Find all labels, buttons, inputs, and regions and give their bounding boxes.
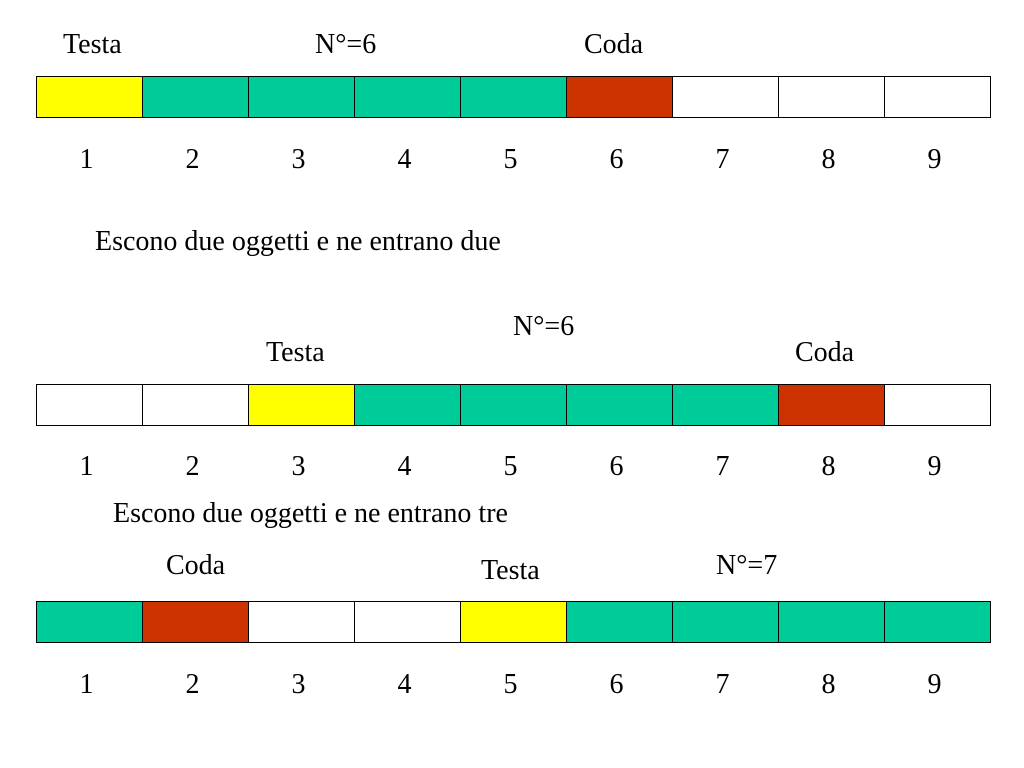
testa-label-2: Testa	[266, 339, 325, 367]
queue-cell-item	[884, 601, 991, 643]
testa-label-3: Testa	[481, 557, 540, 585]
cell-number: 1	[67, 671, 107, 699]
queue-cell-coda	[778, 384, 885, 426]
queue-cell-empty	[354, 601, 461, 643]
queue-cell-item	[354, 384, 461, 426]
cell-numbers-1: 1 2 3 4 5 6 7 8 9	[0, 146, 1024, 180]
caption-1: Escono due oggetti e ne entrano due	[95, 228, 501, 256]
queue-cell-empty	[36, 384, 143, 426]
cell-number: 6	[597, 671, 637, 699]
cell-number: 7	[703, 146, 743, 174]
queue-cell-item	[566, 601, 673, 643]
cell-number: 1	[67, 146, 107, 174]
cell-number: 3	[279, 671, 319, 699]
cell-number: 4	[385, 453, 425, 481]
queue-cell-testa	[36, 76, 143, 118]
cell-number: 8	[809, 146, 849, 174]
cell-number: 4	[385, 671, 425, 699]
queue-cell-coda	[566, 76, 673, 118]
queue-cell-empty	[142, 384, 249, 426]
queue-cell-item	[248, 76, 355, 118]
cell-number: 8	[809, 453, 849, 481]
cell-number: 2	[173, 146, 213, 174]
queue-cell-empty	[248, 601, 355, 643]
queue-cell-item	[672, 601, 779, 643]
queue-cell-item	[672, 384, 779, 426]
cell-number: 5	[491, 671, 531, 699]
cell-numbers-2: 1 2 3 4 5 6 7 8 9	[0, 453, 1024, 487]
queue-cell-item	[142, 76, 249, 118]
queue-cell-item	[460, 384, 567, 426]
cell-number: 3	[279, 146, 319, 174]
queue-cell-item	[778, 601, 885, 643]
cell-number: 8	[809, 671, 849, 699]
cell-number: 6	[597, 146, 637, 174]
caption-2: Escono due oggetti e ne entrano tre	[113, 500, 508, 528]
coda-label-2: Coda	[795, 339, 854, 367]
count-label-2: N°=6	[513, 313, 574, 341]
queue-row-1	[36, 76, 991, 118]
coda-label-3: Coda	[166, 552, 225, 580]
queue-cell-coda	[142, 601, 249, 643]
queue-cell-empty	[884, 384, 991, 426]
cell-number: 2	[173, 453, 213, 481]
cell-number: 5	[491, 146, 531, 174]
cell-number: 9	[915, 671, 955, 699]
cell-number: 9	[915, 453, 955, 481]
queue-cell-item	[354, 76, 461, 118]
coda-label-1: Coda	[584, 31, 643, 59]
cell-number: 4	[385, 146, 425, 174]
cell-number: 5	[491, 453, 531, 481]
queue-cell-testa	[248, 384, 355, 426]
queue-cell-empty	[884, 76, 991, 118]
cell-number: 7	[703, 453, 743, 481]
count-label-1: N°=6	[315, 31, 376, 59]
queue-cell-item	[36, 601, 143, 643]
cell-number: 9	[915, 146, 955, 174]
queue-row-3	[36, 601, 991, 643]
queue-cell-empty	[778, 76, 885, 118]
queue-cell-empty	[672, 76, 779, 118]
cell-number: 7	[703, 671, 743, 699]
queue-cell-item	[460, 76, 567, 118]
count-label-3: N°=7	[716, 552, 777, 580]
queue-cell-item	[566, 384, 673, 426]
testa-label-1: Testa	[63, 31, 122, 59]
queue-row-2	[36, 384, 991, 426]
cell-number: 6	[597, 453, 637, 481]
cell-number: 2	[173, 671, 213, 699]
cell-number: 1	[67, 453, 107, 481]
cell-number: 3	[279, 453, 319, 481]
cell-numbers-3: 1 2 3 4 5 6 7 8 9	[0, 671, 1024, 705]
queue-cell-testa	[460, 601, 567, 643]
